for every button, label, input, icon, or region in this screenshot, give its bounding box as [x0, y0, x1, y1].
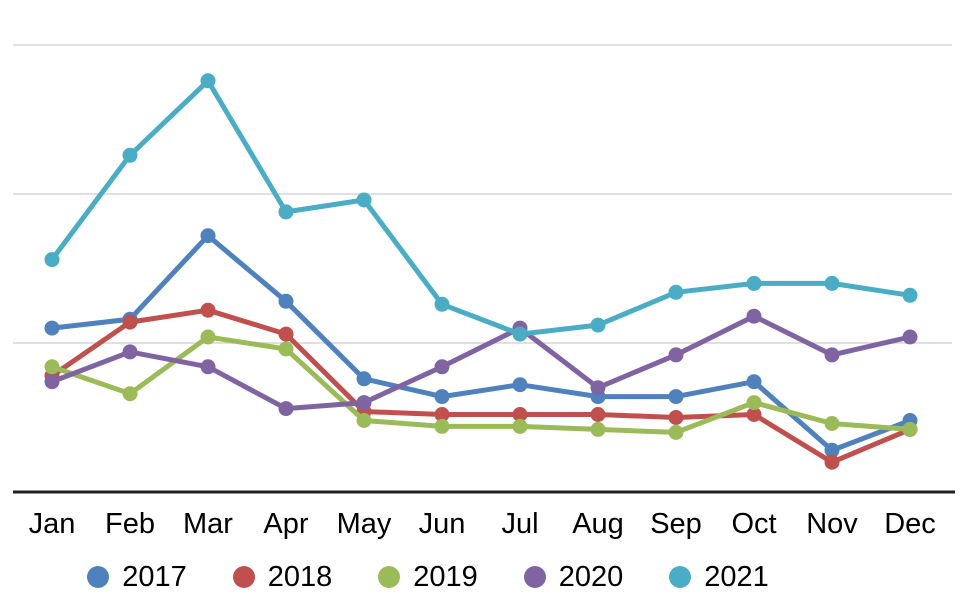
- data-point-2017-Mar: [200, 228, 216, 244]
- series-line-2021: [49, 78, 913, 337]
- x-axis-label-Dec: Dec: [884, 508, 936, 540]
- legend-item-2018: 2018: [232, 560, 333, 593]
- data-point-2019-Jul: [512, 418, 528, 434]
- data-point-2019-Jan: [44, 359, 60, 375]
- data-point-2020-Feb: [122, 344, 138, 360]
- series-line-2020: [49, 313, 913, 412]
- legend-label: 2021: [704, 560, 769, 593]
- x-axis-label-Mar: Mar: [183, 508, 233, 540]
- legend-item-2019: 2019: [378, 560, 478, 593]
- data-point-2017-Apr: [278, 293, 294, 309]
- data-point-2017-May: [356, 371, 372, 387]
- legend-swatch-icon: [523, 566, 546, 588]
- data-point-2021-Apr: [278, 204, 294, 220]
- data-point-2019-Dec: [902, 421, 918, 437]
- data-point-2019-Oct: [746, 395, 762, 411]
- data-point-2017-Jan: [44, 320, 60, 336]
- data-point-2021-Jan: [44, 252, 60, 268]
- data-point-2020-Dec: [902, 329, 918, 345]
- data-point-2018-Nov: [824, 454, 840, 470]
- data-point-2018-Aug: [590, 407, 606, 422]
- legend-swatch-icon: [669, 566, 692, 588]
- data-point-2018-Sep: [668, 410, 684, 425]
- legend-label: 2018: [267, 560, 333, 593]
- data-point-2020-May: [356, 395, 372, 411]
- legend-label: 2019: [413, 560, 478, 593]
- data-point-2020-Aug: [590, 380, 606, 396]
- data-point-2019-Sep: [668, 424, 684, 440]
- data-point-2018-Jun: [434, 407, 450, 422]
- series-line-2018: [49, 307, 913, 465]
- data-point-2017-Jul: [512, 377, 528, 393]
- x-axis-label-Apr: Apr: [263, 508, 308, 540]
- x-axis-label-Feb: Feb: [105, 508, 155, 540]
- data-point-2020-Jan: [44, 374, 60, 390]
- series-line-2017: [49, 233, 913, 453]
- data-point-2018-Mar: [200, 302, 216, 318]
- data-point-2021-Sep: [668, 284, 684, 300]
- data-point-2019-Mar: [200, 329, 216, 345]
- data-point-2019-Aug: [590, 421, 606, 437]
- x-axis-label-Jul: Jul: [501, 508, 538, 540]
- data-point-2017-Sep: [668, 389, 684, 405]
- data-point-2021-Oct: [746, 275, 762, 291]
- x-axis-label-May: May: [337, 508, 392, 540]
- data-point-2018-Jul: [512, 407, 528, 422]
- chart-legend: 2017 2018 2019 2020 2021: [0, 556, 912, 598]
- data-point-2019-Apr: [278, 341, 294, 357]
- legend-item-2020: 2020: [523, 560, 624, 593]
- data-point-2021-Nov: [824, 275, 840, 291]
- data-point-2017-Jun: [434, 389, 450, 405]
- data-point-2020-Jun: [434, 359, 450, 375]
- data-point-2017-Oct: [746, 374, 762, 390]
- legend-swatch-icon: [232, 566, 255, 588]
- data-point-2021-Jul: [512, 326, 528, 342]
- data-point-2020-Oct: [746, 308, 762, 324]
- data-point-2021-May: [356, 192, 372, 208]
- data-point-2021-Mar: [200, 73, 216, 89]
- line-chart: Jan Feb Mar Apr May Jun Jul Aug Sep Oct Nov Dec: [13, 44, 955, 540]
- data-point-2019-Feb: [122, 386, 138, 402]
- data-point-2018-Apr: [278, 326, 294, 342]
- data-point-2018-Oct: [746, 407, 762, 422]
- data-point-2019-May: [356, 413, 372, 428]
- legend-swatch-icon: [87, 566, 110, 588]
- x-axis-label-Jun: Jun: [419, 508, 466, 540]
- data-point-2019-Jun: [434, 418, 450, 434]
- data-point-2020-Sep: [668, 347, 684, 363]
- data-point-2021-Feb: [122, 147, 138, 163]
- x-axis-label-Sep: Sep: [650, 508, 702, 540]
- legend-item-2017: 2017: [87, 560, 187, 593]
- legend-label: 2017: [122, 560, 187, 593]
- data-point-2020-Nov: [824, 347, 840, 363]
- data-point-2021-Aug: [590, 317, 606, 333]
- data-point-2019-Nov: [824, 416, 840, 431]
- series-line-2019: [49, 334, 913, 435]
- legend-item-2021: 2021: [669, 560, 769, 593]
- data-point-2021-Jun: [434, 296, 450, 312]
- x-axis-label-Nov: Nov: [806, 508, 858, 540]
- x-axis-label-Aug: Aug: [572, 508, 624, 540]
- x-axis-label-Oct: Oct: [731, 508, 776, 540]
- x-axis-label-Jan: Jan: [29, 508, 76, 540]
- data-point-2021-Dec: [902, 287, 918, 303]
- data-point-2017-Nov: [824, 442, 840, 458]
- data-point-2020-Mar: [200, 359, 216, 375]
- legend-swatch-icon: [378, 566, 401, 588]
- legend-label: 2020: [558, 560, 624, 593]
- data-point-2020-Apr: [278, 401, 294, 417]
- data-point-2018-Feb: [122, 314, 138, 330]
